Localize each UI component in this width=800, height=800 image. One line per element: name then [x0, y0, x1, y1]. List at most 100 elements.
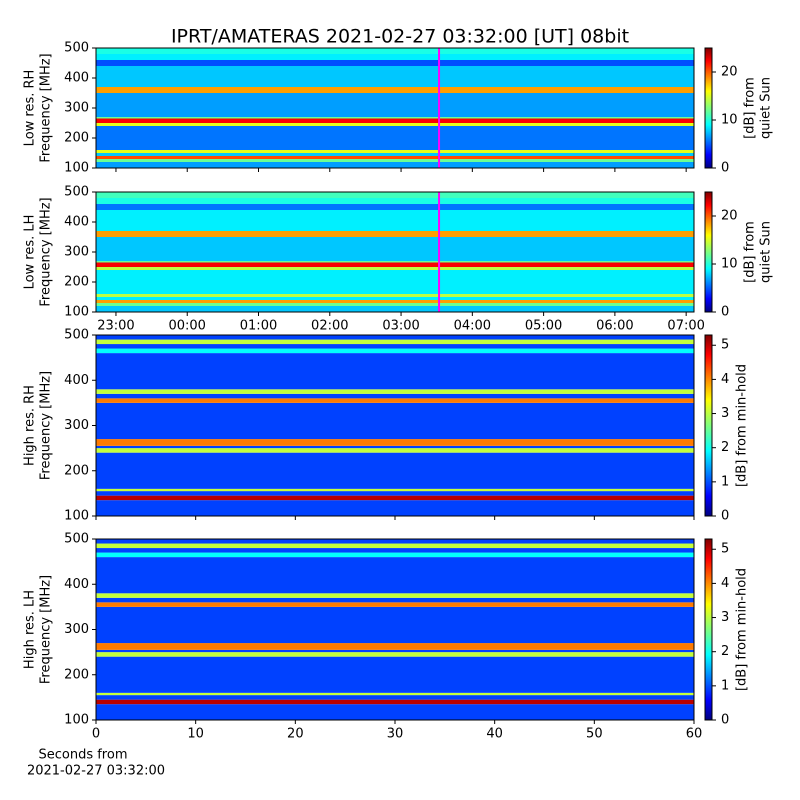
colorbar-tick-label: 2 — [721, 440, 729, 455]
spectrum-band — [96, 649, 694, 653]
spectrum-band — [96, 500, 694, 516]
spectrum-band — [96, 118, 694, 123]
x-tick-label: 07:00 — [667, 319, 704, 334]
spectrum-band — [96, 60, 694, 66]
spectrum-band — [96, 339, 694, 345]
y-axis-label: High res. RH — [23, 385, 38, 466]
y-tick-label: 300 — [64, 101, 89, 116]
colorbar-tick-label: 0 — [721, 713, 729, 728]
y-tick-label: 200 — [64, 667, 89, 682]
spectrum-band — [96, 488, 694, 492]
y-tick-label: 300 — [64, 418, 89, 433]
x-tick-label: 23:00 — [97, 319, 134, 334]
spectrum-band — [96, 54, 694, 60]
x-tick-label: 60 — [686, 727, 703, 742]
y-tick-label: 100 — [64, 713, 89, 728]
spectrum-band — [96, 402, 694, 440]
spectrum-band — [96, 539, 694, 544]
colorbar-tick-label: 0 — [721, 161, 729, 176]
spectrum-band — [96, 159, 694, 162]
spectrum-band — [96, 261, 694, 263]
spectrum-band — [96, 656, 694, 693]
spectrum-band — [96, 552, 694, 558]
spectrum-band — [96, 117, 694, 119]
spectrum-band — [96, 548, 694, 553]
y-tick-label: 500 — [64, 328, 89, 343]
spectrum-band — [96, 267, 694, 270]
y-axis-label: Frequency [MHz] — [39, 197, 54, 306]
spectrum-band — [96, 210, 694, 231]
x-axis-label: 2021-02-27 03:32:00 — [27, 764, 165, 779]
spectrum-band — [96, 156, 694, 159]
y-tick-label: 500 — [64, 41, 89, 56]
spectrum-band — [96, 445, 694, 449]
y-axis-label: Frequency [MHz] — [39, 53, 54, 162]
colorbar-tick-label: 1 — [721, 474, 729, 489]
spectrum-band — [96, 231, 694, 237]
spectrum-band — [96, 303, 694, 306]
spectrum-band — [96, 393, 694, 399]
spectrum-band — [96, 398, 694, 403]
colorbar-tick-label: 4 — [721, 372, 729, 387]
y-tick-label: 200 — [64, 131, 89, 146]
y-axis-label: Low res. LH — [23, 215, 38, 290]
spectrum-band — [96, 262, 694, 267]
y-tick-label: 500 — [64, 185, 89, 200]
spectrum-band — [96, 597, 694, 603]
x-tick-label: 40 — [486, 727, 503, 742]
spectrum-band — [96, 294, 694, 297]
x-axis-label: Seconds from — [38, 748, 127, 763]
x-tick-label: 0 — [92, 727, 100, 742]
spectrum-band — [96, 162, 694, 168]
y-axis-label: Frequency [MHz] — [39, 575, 54, 684]
spectrum-band — [96, 439, 694, 446]
y-axis-label: Frequency [MHz] — [39, 371, 54, 480]
y-tick-label: 400 — [64, 215, 89, 230]
spectrum-band — [96, 491, 694, 496]
colorbar-tick-label: 3 — [721, 610, 729, 625]
colorbar-tick-label: 5 — [721, 542, 729, 557]
y-tick-label: 100 — [64, 161, 89, 176]
y-tick-label: 500 — [64, 532, 89, 547]
x-tick-label: 30 — [387, 727, 404, 742]
spectrum-band — [96, 123, 694, 126]
spectrum-band — [96, 606, 694, 644]
spectrum-band — [96, 692, 694, 696]
colorbar-tick-label: 2 — [721, 644, 729, 659]
spectrum-band — [96, 66, 694, 87]
y-tick-label: 200 — [64, 275, 89, 290]
spectrum-band — [96, 353, 694, 390]
x-tick-label: 02:00 — [311, 319, 348, 334]
colorbar-tick-label: 3 — [721, 406, 729, 421]
colorbar-tick-label: 10 — [721, 113, 738, 128]
spectrum-band — [96, 348, 694, 354]
colorbar-label: [dB] from — [743, 77, 758, 139]
colorbar — [704, 334, 713, 517]
spectrum-band — [96, 153, 694, 156]
spectrum-band — [96, 389, 694, 394]
spectrum-band — [96, 643, 694, 650]
spectrum-band — [96, 126, 694, 150]
x-tick-label: 20 — [287, 727, 304, 742]
y-tick-label: 300 — [64, 245, 89, 260]
spectrum-band — [96, 704, 694, 720]
colorbar-label: [dB] from min-hold — [735, 364, 750, 487]
colorbar-label: [dB] from min-hold — [735, 568, 750, 691]
x-tick-label: 50 — [586, 727, 603, 742]
spectrum-band — [96, 297, 694, 300]
colorbar-tick-label: 1 — [721, 678, 729, 693]
colorbar-tick-label: 4 — [721, 576, 729, 591]
spectrum-band — [96, 495, 694, 501]
y-tick-label: 300 — [64, 622, 89, 637]
spectrum-band — [96, 87, 694, 93]
spectrum-band — [96, 543, 694, 549]
spectrum-band — [96, 652, 694, 657]
colorbar — [704, 47, 713, 169]
spectrum-band — [96, 699, 694, 705]
colorbar — [704, 191, 713, 313]
y-axis-label: High res. LH — [23, 590, 38, 669]
spectrum-band — [96, 204, 694, 210]
colorbar-label: quiet Sun — [759, 77, 774, 139]
spectrum-band — [96, 93, 694, 117]
